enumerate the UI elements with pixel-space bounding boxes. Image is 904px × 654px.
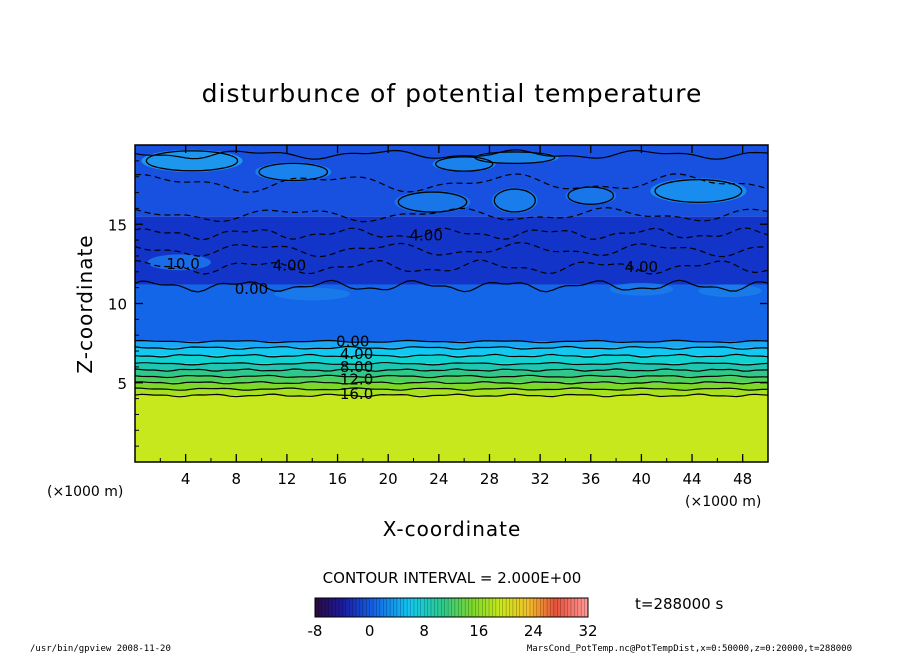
x-tick-label-10: 44 <box>682 470 701 488</box>
chart-title: disturbunce of potential temperature <box>202 79 703 108</box>
field-band-0 <box>135 395 768 462</box>
x-unit-right: (×1000 m) <box>685 494 761 510</box>
field-band-8 <box>135 341 768 348</box>
contour-label-4: 16.0 <box>340 385 373 403</box>
field-band-2 <box>135 382 768 390</box>
x-tick-label-6: 28 <box>480 470 499 488</box>
footer-left: /usr/bin/gpview 2008-11-20 <box>30 644 171 654</box>
colorbar-tick-label-1: 0 <box>365 622 375 640</box>
contour-cell-1 <box>258 162 329 182</box>
y-tick-label-2: 15 <box>108 216 127 234</box>
contour-line-7 <box>135 345 768 350</box>
colorbar-ticks: -8 0 8 16 24 32 <box>308 622 598 640</box>
x-tick-label-5: 24 <box>429 470 448 488</box>
field-band-6 <box>135 355 768 364</box>
field-band-7 <box>135 347 768 356</box>
field-cell-5 <box>394 190 471 214</box>
colorbar-tick-label-5: 32 <box>578 622 597 640</box>
colorbar-tick-label-0: -8 <box>308 622 323 640</box>
field-band-9 <box>135 284 768 342</box>
contour-line-5 <box>135 361 768 366</box>
x-unit-left: (×1000 m) <box>47 484 123 500</box>
x-tick-label-8: 36 <box>581 470 600 488</box>
contour-label-7: 4.00 <box>409 226 442 244</box>
field-band-10 <box>135 216 768 285</box>
field-band-4 <box>135 370 768 377</box>
y-tick-label-1: 10 <box>108 296 127 314</box>
footer-right: MarsCond_PotTemp.nc@PotTempDist,x=0:5000… <box>527 644 852 654</box>
field-cell-0 <box>141 149 243 172</box>
contour-line-12 <box>135 227 768 241</box>
contour-cell-3 <box>474 151 556 165</box>
field-cell-10 <box>274 287 351 301</box>
colorbar-tick-label-3: 16 <box>469 622 488 640</box>
y-axis: 5 10 15 <box>108 160 768 447</box>
contour-label-0: 0.00 <box>336 333 369 351</box>
contour-label-3: 12.0 <box>340 371 373 389</box>
contour-label-2: 8.00 <box>340 358 373 376</box>
contour-line-3 <box>135 374 768 379</box>
contour-cell-5 <box>397 191 468 213</box>
x-tick-label-1: 8 <box>232 470 242 488</box>
x-tick-label-4: 20 <box>379 470 398 488</box>
field-band-5 <box>135 363 768 371</box>
contour-interval-label: CONTOUR INTERVAL = 2.000E+00 <box>323 569 582 587</box>
field-cell-3 <box>470 151 560 165</box>
field-cell-4 <box>650 178 747 204</box>
x-tick-label-0: 4 <box>181 470 191 488</box>
contour-label-6: 4.00 <box>273 256 306 274</box>
contour-line-0 <box>135 393 768 398</box>
x-tick-label-9: 40 <box>632 470 651 488</box>
contour-label-9: 10.0 <box>166 255 199 273</box>
field-cell-11 <box>609 282 674 296</box>
contour-line-6 <box>135 353 768 358</box>
field-band-1 <box>135 389 768 396</box>
contour-line-8 <box>135 339 768 344</box>
x-tick-label-11: 48 <box>733 470 752 488</box>
contour-line-15 <box>135 149 768 160</box>
field-cell-6 <box>492 187 538 214</box>
field-cell-7 <box>565 186 617 206</box>
x-axis: 4 8 12 16 20 24 28 32 36 40 44 48 <box>159 145 752 488</box>
x-tick-label-3: 16 <box>328 470 347 488</box>
upper-layer-blobs <box>141 149 762 301</box>
contour-cell-0 <box>145 150 239 172</box>
field-band-3 <box>135 376 768 383</box>
time-label: t=288000 s <box>635 595 723 613</box>
contour-lines <box>135 149 768 398</box>
field-cell-8 <box>147 254 211 271</box>
contour-line-9 <box>135 279 768 293</box>
x-tick-label-2: 12 <box>277 470 296 488</box>
contour-line-2 <box>135 380 768 385</box>
contour-cell-4 <box>654 178 743 204</box>
contour-line-1 <box>135 387 768 391</box>
x-tick-label-7: 32 <box>531 470 550 488</box>
contour-line-13 <box>135 207 768 223</box>
y-tick-label-0: 5 <box>117 375 127 393</box>
contour-label-5: 0.00 <box>235 280 268 298</box>
contour-cell-2 <box>435 156 494 172</box>
contour-label-1: 4.00 <box>340 345 373 363</box>
contour-line-4 <box>135 368 768 372</box>
y-axis-label: Z-coordinate <box>73 234 97 373</box>
x-axis-label: X-coordinate <box>383 517 522 541</box>
contour-line-14 <box>135 173 768 193</box>
colorbar-tick-label-2: 8 <box>419 622 429 640</box>
field-cell-1 <box>255 162 332 182</box>
contour-line-11 <box>135 241 768 258</box>
contour-cell-7 <box>567 186 615 205</box>
contour-label-8: 4.00 <box>625 258 658 276</box>
colorbar-stripes <box>318 598 585 617</box>
contour-cell-6 <box>493 188 536 213</box>
colorbar-tick-label-4: 24 <box>524 622 543 640</box>
